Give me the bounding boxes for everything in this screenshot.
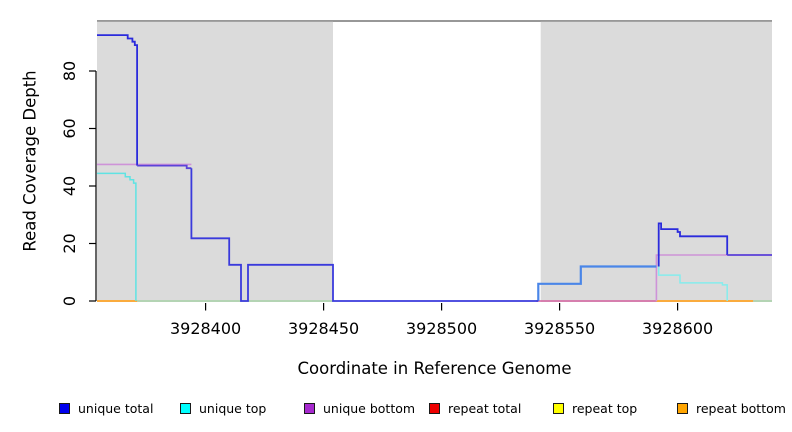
legend: unique total unique top unique bottom repea… [0, 398, 792, 420]
legend-item-unique-total: unique total [59, 398, 153, 418]
legend-item-repeat-total: repeat total [429, 398, 521, 418]
y-tick-label: 0 [60, 296, 79, 306]
legend-item-unique-top: unique top [180, 398, 266, 418]
y-tick-label: 60 [60, 118, 79, 138]
series-unique-top-right [657, 266, 728, 301]
x-tick-label: 3928400 [170, 319, 241, 338]
legend-item-repeat-top: repeat top [553, 398, 637, 418]
legend-label-unique-top: unique top [199, 400, 267, 416]
x-tick-label: 3928500 [406, 319, 477, 338]
legend-label-repeat-total: repeat total [448, 400, 522, 416]
legend-item-unique-bottom: unique bottom [304, 398, 415, 418]
y-axis-title: Read Coverage Depth [20, 70, 40, 252]
y-tick-label: 40 [60, 176, 79, 196]
x-axis-title: Coordinate in Reference Genome [297, 359, 572, 378]
legend-swatch-repeat-bottom [677, 402, 688, 414]
series-unique-total-right-peak [657, 222, 729, 267]
legend-label-repeat-top: repeat top [572, 400, 638, 416]
legend-swatch-repeat-top [553, 402, 564, 414]
y-tick-label: 80 [60, 61, 79, 81]
series-unique-top-left [97, 172, 137, 301]
legend-swatch-repeat-total [429, 402, 440, 414]
series-unique-total-over-bottom [137, 164, 192, 170]
series-unique-total-left-low [190, 168, 539, 302]
y-tick-label: 20 [60, 233, 79, 253]
series-unique-total-left-high [97, 34, 139, 166]
legend-label-repeat-bottom: repeat bottom [696, 400, 786, 416]
legend-label-unique-bottom: unique bottom [323, 400, 416, 416]
coverage-plot: 0 20 40 60 80 3928400 3928450 3928500 3928550 392… [60, 20, 772, 338]
shaded-region-left [97, 21, 333, 303]
legend-item-repeat-bottom: repeat bottom [677, 398, 786, 418]
x-tick-label: 3928450 [288, 319, 359, 338]
series-unique-total-mid-rise [537, 265, 657, 301]
legend-swatch-unique-total [59, 402, 70, 414]
legend-label-unique-total: unique total [78, 400, 154, 416]
legend-swatch-unique-top [180, 402, 191, 414]
x-tick-label: 3928550 [524, 319, 595, 338]
x-tick-label: 3928600 [642, 319, 713, 338]
legend-swatch-unique-bottom [304, 402, 315, 414]
